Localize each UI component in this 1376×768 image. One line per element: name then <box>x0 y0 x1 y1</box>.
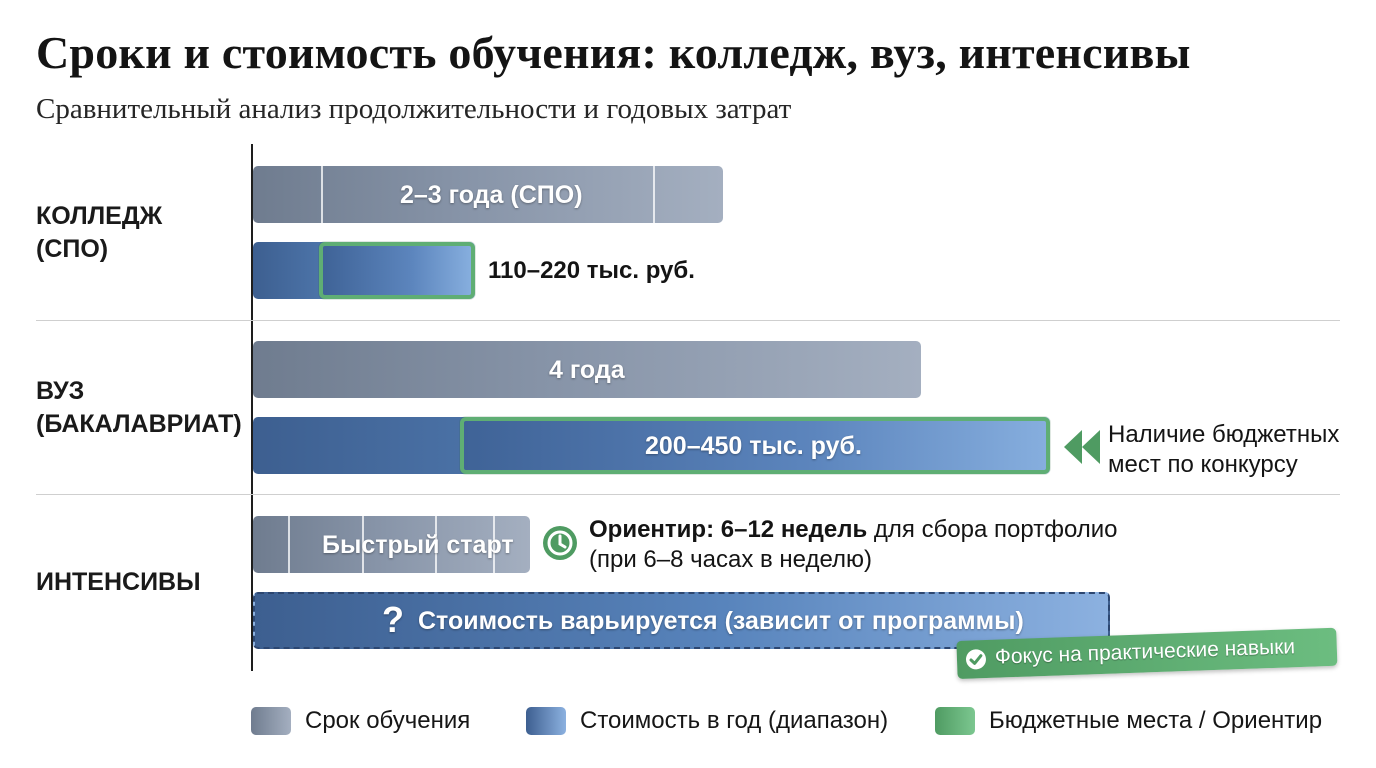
data-label-duration-college: 2–3 года (СПО) <box>400 181 583 209</box>
bar-tick <box>362 516 364 573</box>
legend-label-duration: Срок обучения <box>305 707 471 734</box>
intensive-note-line2: (при 6–8 часах в неделю) <box>589 546 873 573</box>
chart-subtitle: Сравнительный анализ продолжительности и… <box>36 93 792 125</box>
data-label-duration-intensive: Быстрый старт <box>322 531 514 559</box>
bar-tick <box>288 516 290 573</box>
group-divider <box>36 494 1340 495</box>
question-icon: ? <box>382 599 404 640</box>
check-circle-icon <box>965 649 986 670</box>
bar-duration-university <box>253 341 921 398</box>
budget-places-note: Наличие бюджетных мест по конкурсу <box>1108 421 1340 478</box>
category-label-intensive: ИНТЕНСИВЫ <box>36 568 201 596</box>
group-divider <box>36 320 1340 321</box>
legend-swatch-cost <box>526 707 566 735</box>
category-label-university: ВУЗ (БАКАЛАВРИАТ) <box>36 377 242 438</box>
bar-tick <box>493 516 495 573</box>
intensive-note-rest: для сбора портфолио <box>867 516 1118 543</box>
clock-icon <box>543 526 577 560</box>
double-chevron-left-icon <box>1064 430 1100 464</box>
data-label-cost-college: 110–220 тыс. руб. <box>488 257 695 284</box>
bar-duration-intensive <box>253 516 530 573</box>
highlight-cost-university <box>460 417 1050 474</box>
legend-swatch-highlight <box>935 707 975 735</box>
data-label-cost-university: 200–450 тыс. руб. <box>645 432 862 460</box>
bar-tick <box>653 166 655 223</box>
data-label-cost-intensive: Стоимость варьируется (зависит от програ… <box>418 607 1024 635</box>
data-label-duration-university: 4 года <box>549 356 625 384</box>
bar-cost-intensive <box>253 592 1110 649</box>
bar-tick <box>321 166 323 223</box>
y-axis-line <box>251 144 253 671</box>
legend-label-cost: Стоимость в год (диапазон) <box>580 707 889 734</box>
intensive-note-bold: Ориентир: 6–12 недель <box>589 516 868 543</box>
legend-label-highlight: Бюджетные места / Ориентир <box>989 707 1323 734</box>
highlight-cost-college <box>319 242 475 299</box>
chart-title: Сроки и стоимость обучения: колледж, вуз… <box>36 27 1191 78</box>
intensive-orientation-note: Ориентир: 6–12 недель для сбора портфоли… <box>589 515 1118 575</box>
bar-tick <box>435 516 437 573</box>
bar-duration-college <box>253 166 723 223</box>
legend-swatch-duration <box>251 707 291 735</box>
focus-badge-text: Фокус на практические навыки <box>994 635 1296 669</box>
category-label-college: КОЛЛЕДЖ (СПО) <box>36 202 163 263</box>
focus-badge: Фокус на практические навыки <box>956 627 1338 679</box>
